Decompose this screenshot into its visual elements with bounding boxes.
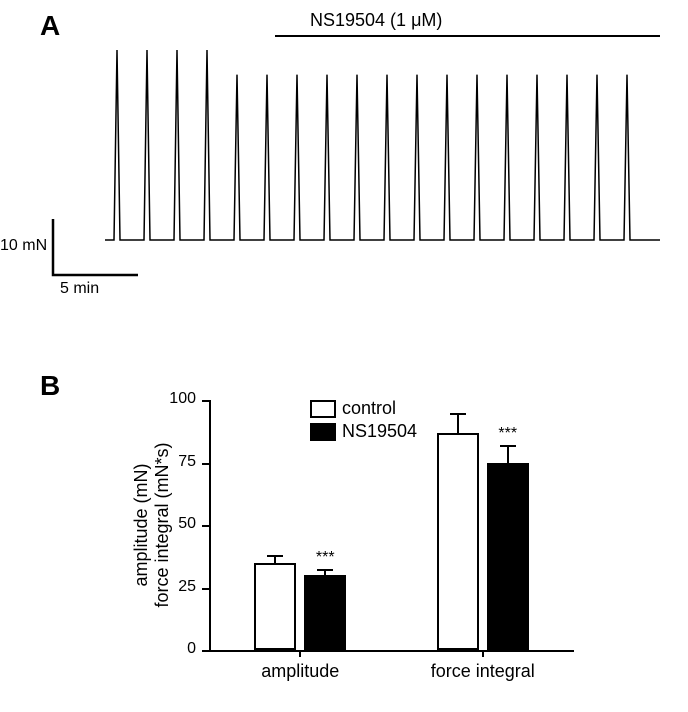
y-tick-label: 100 [162, 390, 196, 408]
y-axis-label: amplitude (mN)force integral (mN*s) [131, 420, 173, 630]
y-tick [202, 650, 209, 652]
significance-marker: *** [493, 425, 523, 443]
y-tick [202, 588, 209, 590]
error-bar [507, 445, 509, 463]
x-category-label: force integral [413, 661, 553, 682]
error-cap [500, 445, 516, 447]
significance-marker: *** [310, 549, 340, 567]
legend-swatch [310, 400, 336, 418]
y-tick [202, 400, 209, 402]
y-tick [202, 525, 209, 527]
x-category-label: amplitude [230, 661, 370, 682]
error-cap [267, 555, 283, 557]
figure: A NS19504 (1 μM) 10 mN 5 min B 025507510… [0, 0, 688, 712]
panel-a-label: A [40, 10, 60, 42]
y-axis [209, 400, 211, 650]
x-axis [209, 650, 574, 652]
error-cap [317, 569, 333, 571]
x-tick [482, 650, 484, 657]
bar-control [437, 433, 479, 651]
bar-NS19504 [487, 463, 529, 651]
panel-b-label: B [40, 370, 60, 402]
error-bar [457, 413, 459, 433]
legend-label: NS19504 [342, 421, 417, 441]
scale-bars [50, 219, 141, 286]
legend-item: NS19504 [310, 421, 417, 442]
legend-swatch [310, 423, 336, 441]
legend-label: control [342, 398, 396, 418]
bar-control [254, 563, 296, 651]
scale-bar-svg [50, 219, 141, 281]
error-cap [450, 413, 466, 415]
treatment-bar [275, 35, 660, 37]
treatment-label: NS19504 (1 μM) [310, 10, 442, 31]
trace-plot [105, 45, 660, 255]
x-tick [299, 650, 301, 657]
legend: control NS19504 [310, 398, 417, 444]
legend-item: control [310, 398, 417, 419]
y-tick-label: 0 [162, 640, 196, 658]
panel-a-container: NS19504 (1 μM) 10 mN 5 min [105, 40, 660, 295]
scale-v-label: 10 mN [0, 237, 47, 255]
bar-NS19504 [304, 575, 346, 650]
scale-h-label: 5 min [60, 280, 99, 298]
panel-b-chart: 0255075100amplitude (mN)force integral (… [145, 380, 590, 690]
y-tick [202, 463, 209, 465]
